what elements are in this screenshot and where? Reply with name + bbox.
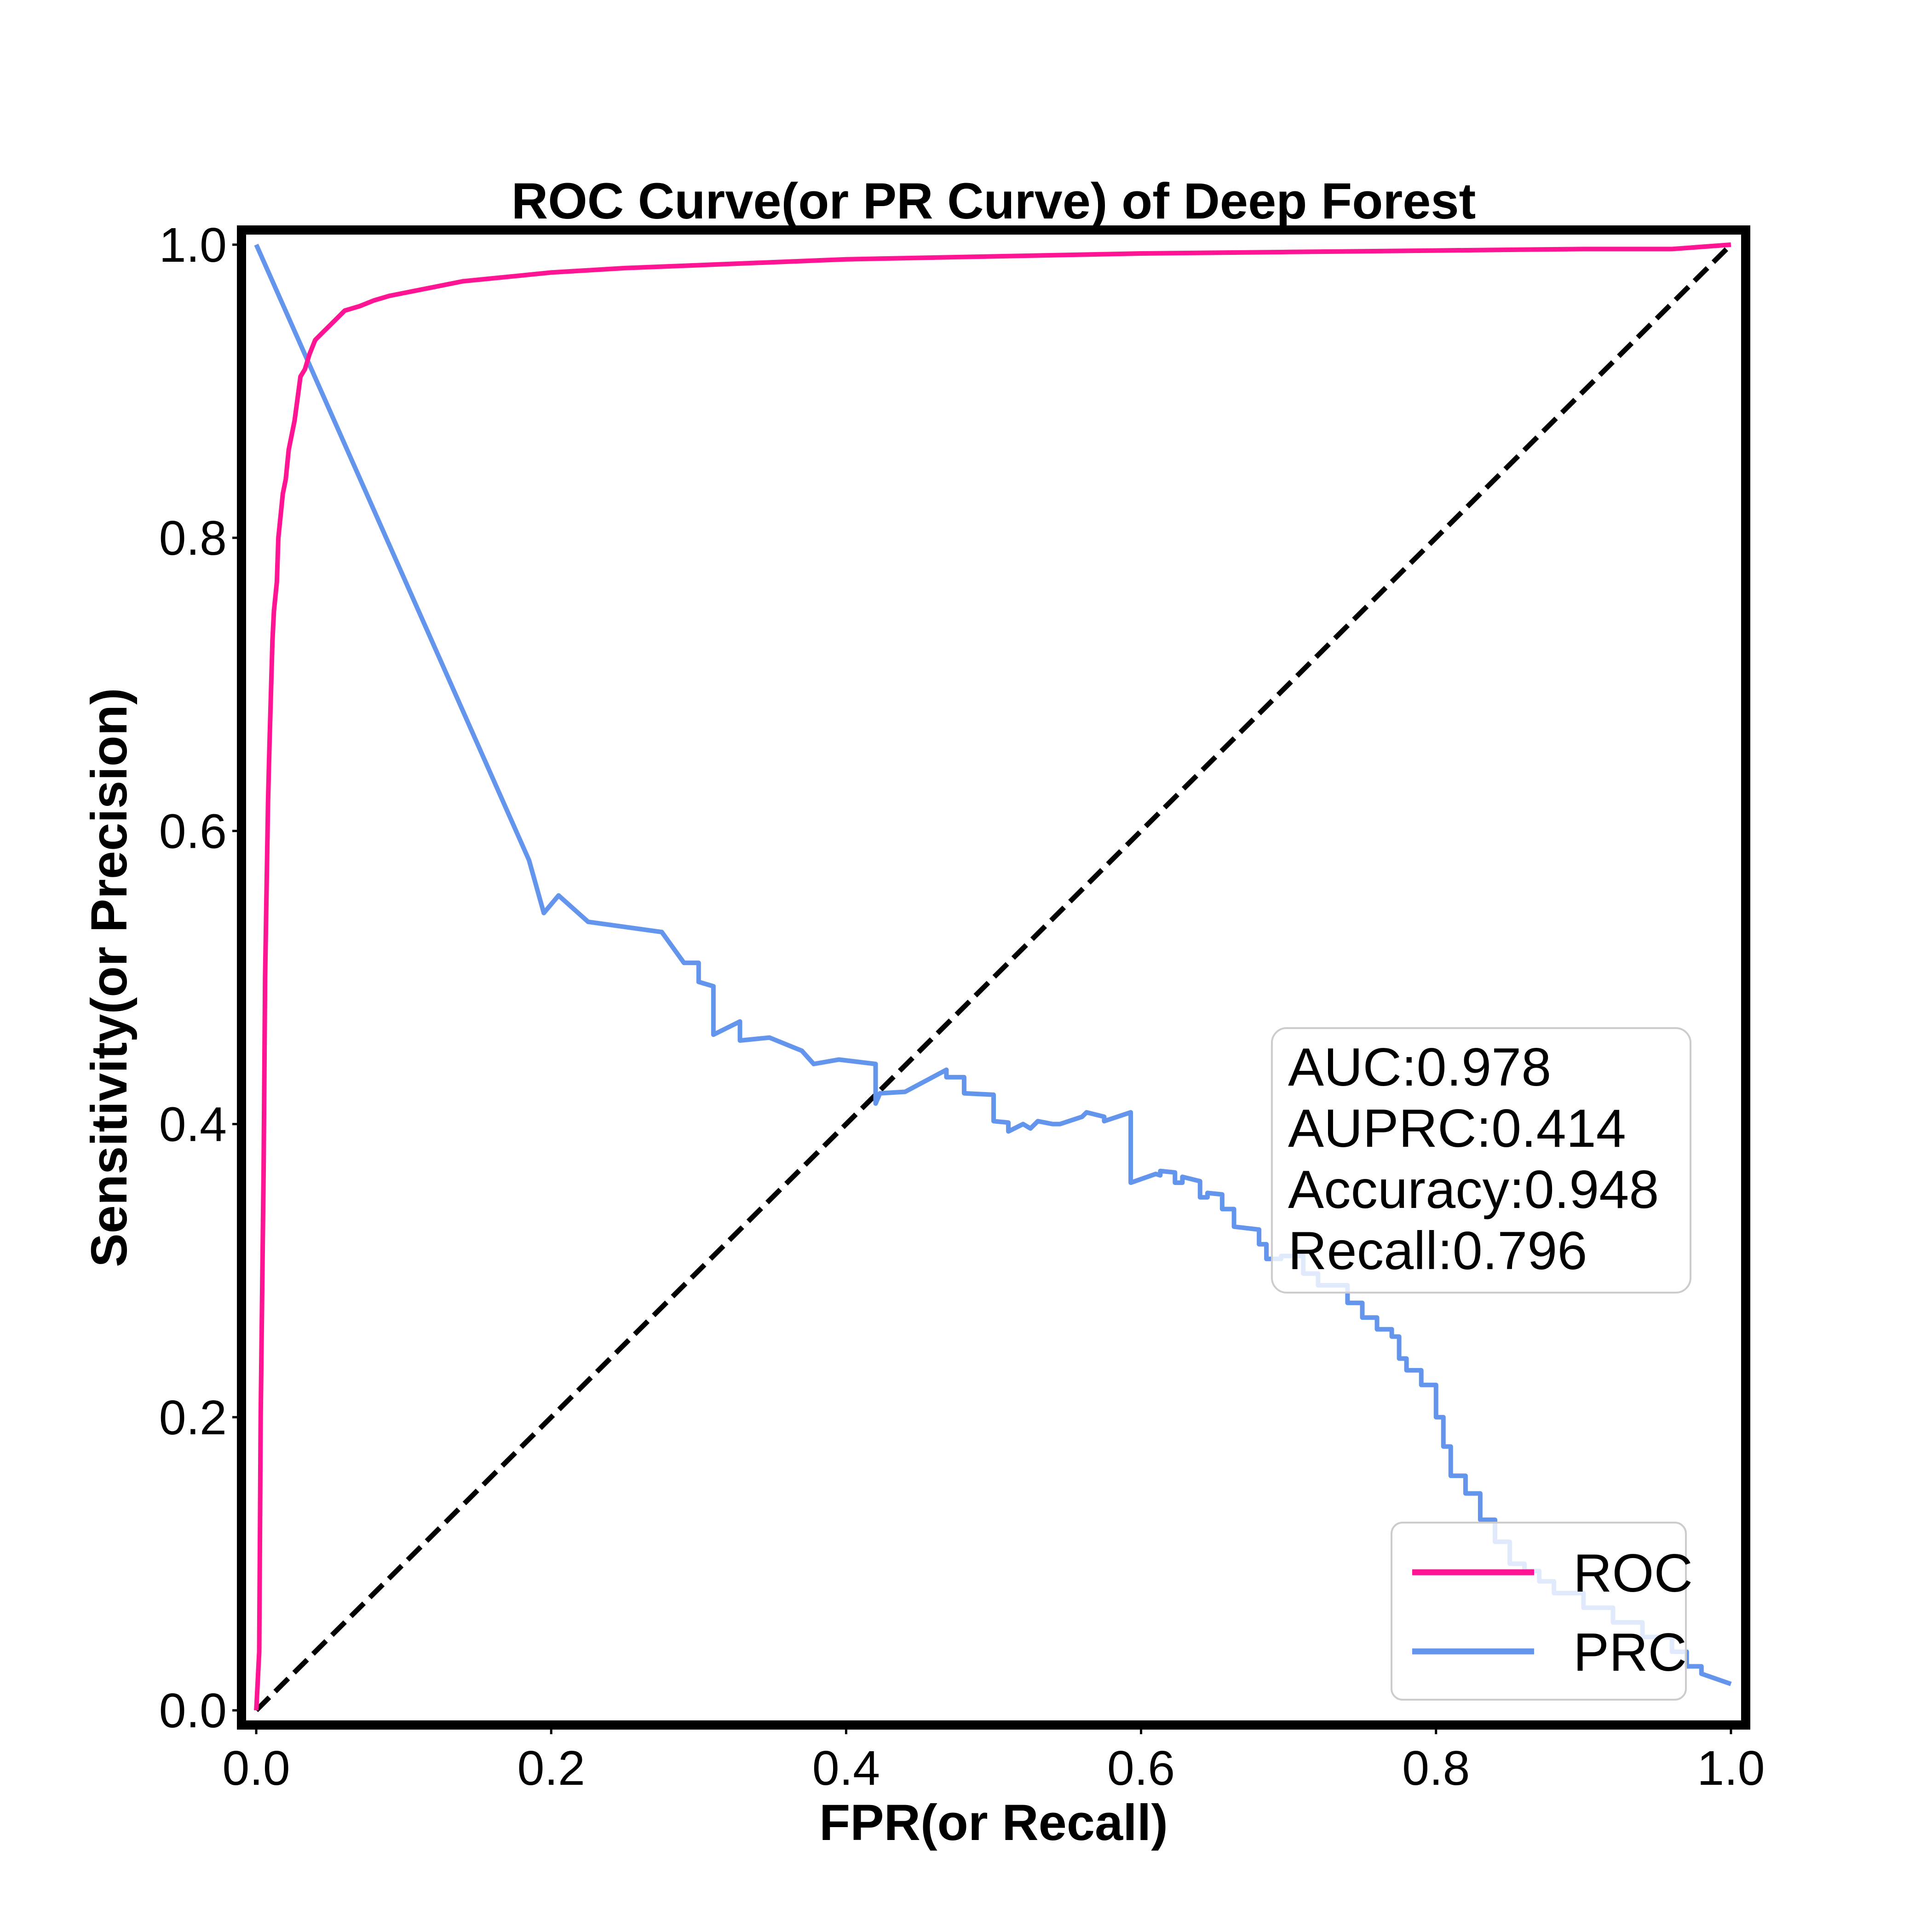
metrics-box-frame [1271, 1027, 1691, 1294]
x-tick-label: 0.6 [1107, 1741, 1175, 1795]
metrics-box: AUC:0.978 AUPRC:0.414 Accuracy:0.948 Rec… [1271, 1027, 1691, 1294]
y-tick-label: 0.6 [159, 804, 227, 858]
metric-accuracy: Accuracy:0.948 [1288, 1159, 1659, 1219]
metric-auprc: AUPRC:0.414 [1288, 1098, 1626, 1158]
legend-label-prc: PRC [1573, 1622, 1687, 1682]
x-tick-label: 0.8 [1402, 1741, 1470, 1795]
x-axis-label: FPR(or Recall) [819, 1794, 1168, 1851]
tick-layer: 0.0 0.2 0.4 0.6 0.8 1.0 0.0 0.2 0.4 0.6 0.8 1.0 [159, 218, 1765, 1795]
legend-label-roc: ROC [1573, 1543, 1693, 1603]
series-line-prc [254, 243, 1732, 1686]
chart-title: ROC Curve(or PR Curve) of Deep Forest [512, 173, 1476, 230]
x-tick-label: 0.4 [812, 1741, 880, 1795]
y-tick-label: 1.0 [159, 218, 227, 272]
diagonal-reference-line [254, 242, 1733, 1713]
metric-recall: Recall:0.796 [1288, 1220, 1587, 1281]
series-line-roc [254, 242, 1731, 1711]
x-tick-label: 1.0 [1697, 1741, 1765, 1795]
x-tick-label: 0.0 [222, 1741, 290, 1795]
legend: ROC PRC [1391, 1522, 1693, 1701]
x-tick-label: 0.2 [518, 1741, 585, 1795]
y-tick-label: 0.2 [159, 1391, 227, 1445]
y-tick-label: 0.0 [159, 1684, 227, 1738]
y-tick-label: 0.8 [159, 511, 227, 565]
legend-frame [1391, 1522, 1687, 1701]
y-tick-label: 0.4 [159, 1098, 227, 1152]
metric-auc: AUC:0.978 [1288, 1037, 1551, 1097]
y-axis-label: Sensitivity(or Precision) [81, 688, 138, 1267]
plot-frame [237, 225, 1750, 1730]
series-layer [254, 242, 1733, 1713]
